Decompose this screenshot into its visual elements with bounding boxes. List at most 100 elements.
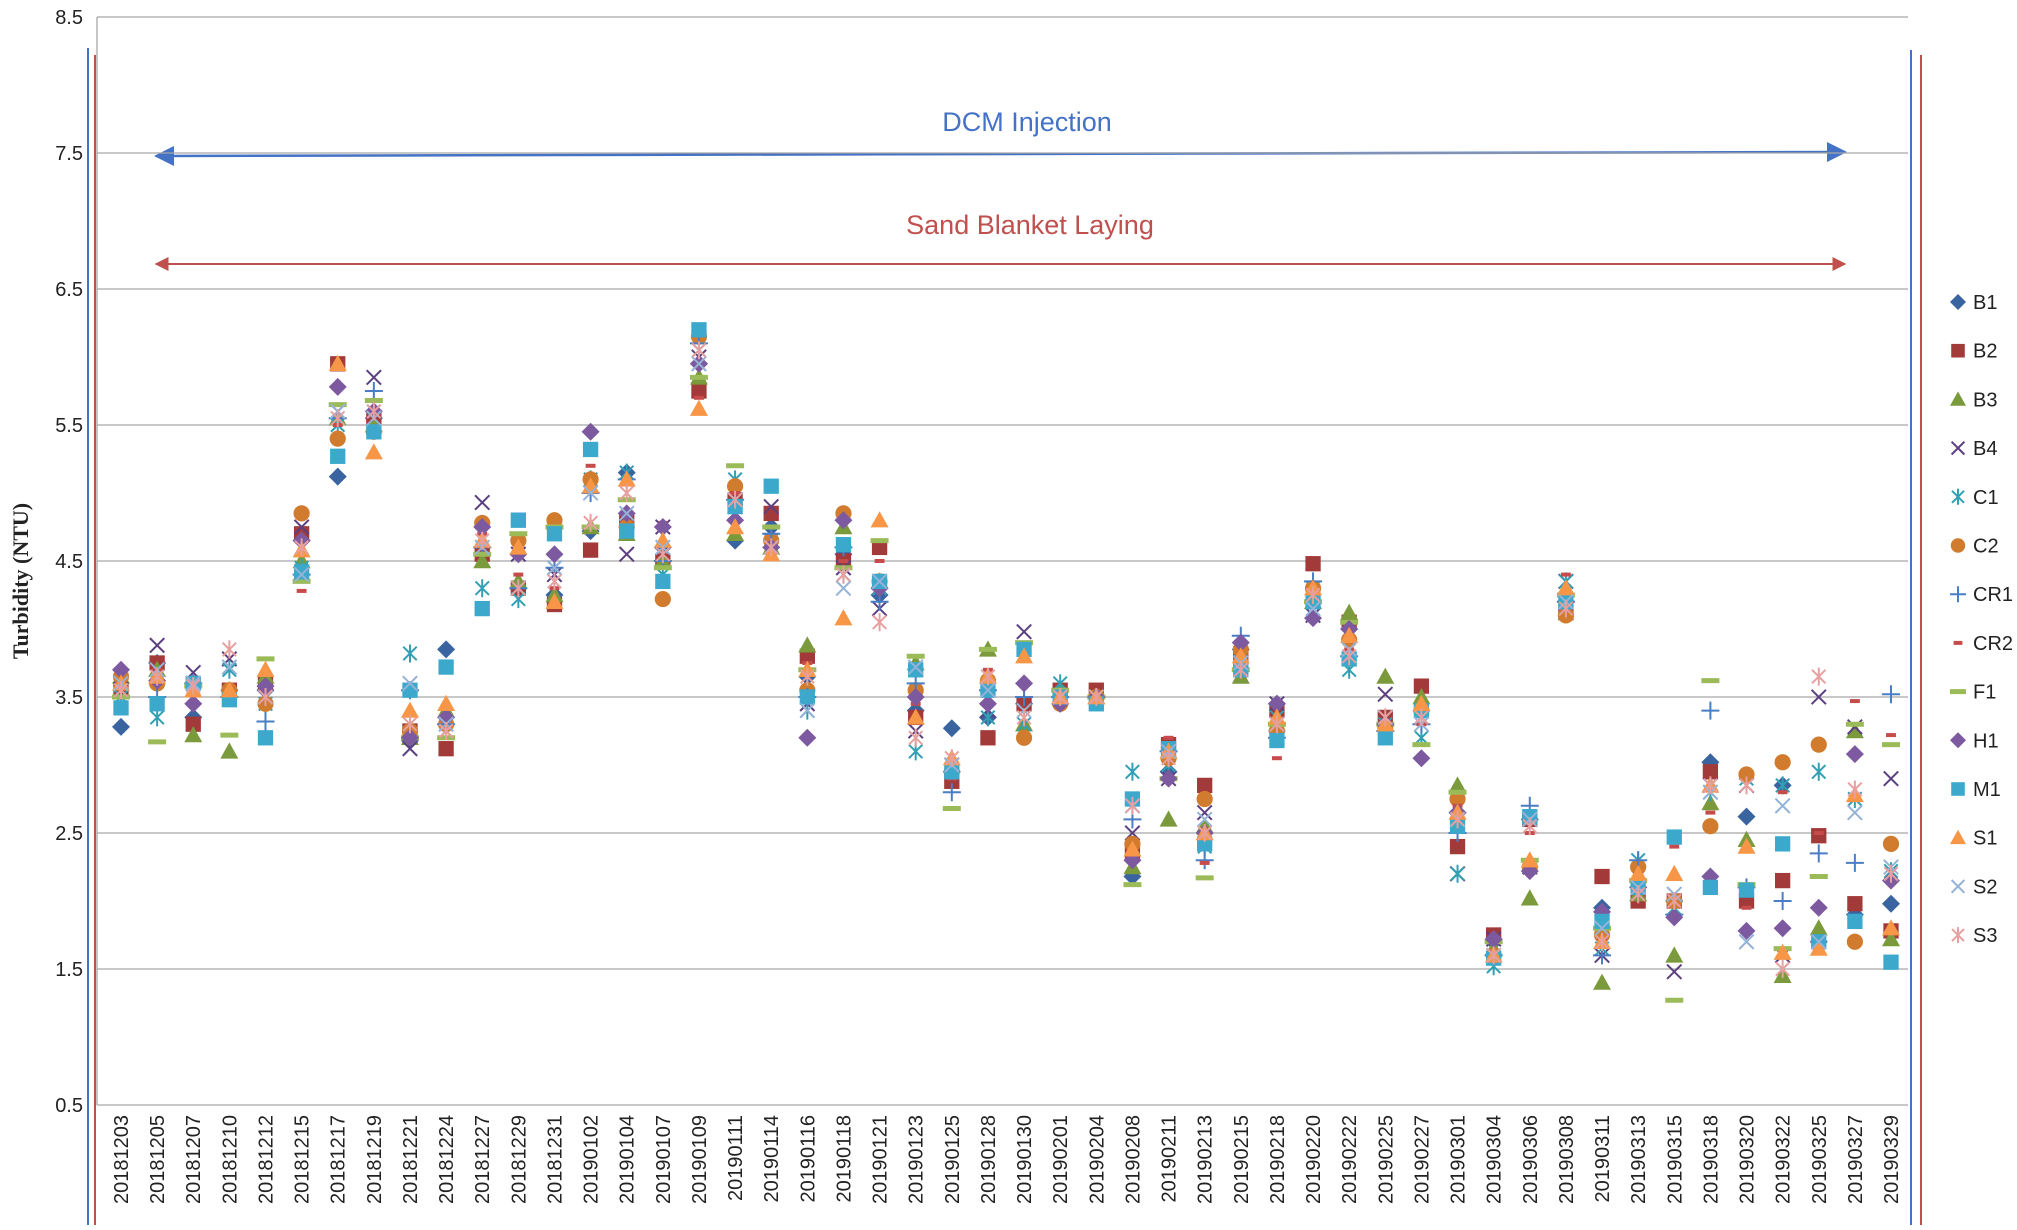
x-tick-label: 20190201 (1050, 1115, 1072, 1204)
point (1775, 960, 1791, 978)
point (547, 572, 562, 591)
point (256, 677, 275, 696)
point (1520, 889, 1539, 906)
x-tick-label: 20181229 (508, 1115, 530, 1204)
legend-marker (1951, 927, 1965, 944)
x-tick-label: 20190320 (1737, 1115, 1759, 1204)
point (980, 730, 996, 746)
point (1520, 851, 1539, 868)
point (1809, 898, 1828, 917)
x-tick-label: 20190329 (1881, 1115, 1903, 1204)
x-tick-label: 20181215 (292, 1115, 314, 1204)
point (256, 656, 275, 662)
point (1882, 894, 1900, 913)
point (1016, 623, 1032, 640)
x-tick-label: 20190211 (1159, 1115, 1181, 1203)
point (653, 518, 672, 536)
point (258, 688, 273, 706)
point (437, 694, 456, 711)
point (799, 702, 816, 719)
x-tick-label: 20190130 (1014, 1115, 1036, 1204)
point (113, 700, 129, 716)
point (1412, 694, 1431, 711)
point (148, 739, 167, 745)
point (1774, 797, 1791, 814)
point (1809, 844, 1828, 863)
point (1882, 919, 1900, 936)
point (438, 722, 454, 740)
point (871, 539, 888, 556)
x-tick-label: 20190220 (1303, 1115, 1325, 1204)
x-tick-label: 20190311 (1592, 1115, 1614, 1203)
legend-marker (1950, 879, 1966, 894)
point (402, 675, 418, 692)
point (1123, 840, 1142, 857)
point (473, 518, 492, 536)
point (872, 613, 888, 632)
point (329, 430, 346, 447)
point (726, 463, 745, 469)
point (763, 478, 779, 494)
x-tick-label: 20190315 (1664, 1115, 1686, 1204)
annotation: Sand Blanket Laying (906, 210, 1154, 240)
point (1196, 811, 1213, 828)
legend-label: H1 (1973, 730, 1999, 752)
point (1666, 892, 1682, 910)
point (835, 565, 851, 584)
point (293, 505, 310, 522)
point (1486, 946, 1502, 965)
x-tick-label: 20190222 (1339, 1115, 1361, 1204)
x-tick-label: 20190227 (1411, 1115, 1433, 1204)
point (1701, 794, 1720, 811)
point (1773, 892, 1792, 910)
x-tick-label: 20190123 (906, 1115, 928, 1204)
point (1412, 749, 1431, 768)
point (1845, 745, 1864, 764)
y-tick-label: 5.5 (55, 415, 83, 437)
point (1449, 838, 1466, 855)
point (257, 730, 274, 746)
x-tick-label: 20190313 (1628, 1115, 1650, 1204)
point (798, 636, 817, 653)
point (402, 740, 418, 757)
point (1377, 686, 1394, 703)
point (655, 573, 671, 590)
point (1340, 626, 1359, 643)
point (1846, 804, 1863, 821)
point (980, 682, 996, 699)
point (328, 354, 347, 371)
point (328, 467, 347, 486)
point (509, 538, 528, 555)
point (874, 559, 885, 563)
x-tick-label: 20190204 (1086, 1115, 1108, 1204)
point (437, 640, 456, 659)
point (296, 588, 307, 593)
point (1774, 754, 1791, 771)
point (1594, 920, 1610, 937)
point (1522, 809, 1538, 825)
point (366, 402, 382, 421)
point (1196, 790, 1213, 808)
x-tick-label: 20181205 (147, 1115, 169, 1204)
point (762, 524, 781, 530)
point (1377, 730, 1393, 746)
x-tick-label: 20190225 (1375, 1115, 1397, 1204)
point (1882, 742, 1900, 748)
point (1159, 769, 1178, 788)
legend-marker (1953, 640, 1963, 645)
point (1233, 660, 1249, 679)
point (726, 518, 745, 535)
legend-marker (1950, 538, 1966, 553)
x-tick-label: 20190125 (942, 1115, 964, 1204)
point (184, 726, 203, 743)
point (474, 531, 490, 550)
point (582, 542, 599, 558)
x-tick-label: 20190325 (1809, 1115, 1831, 1204)
point (978, 694, 997, 713)
point (582, 485, 599, 501)
point (1124, 796, 1140, 815)
point (1594, 868, 1610, 885)
point (1737, 807, 1756, 826)
point (1809, 874, 1828, 880)
point (1773, 919, 1792, 938)
